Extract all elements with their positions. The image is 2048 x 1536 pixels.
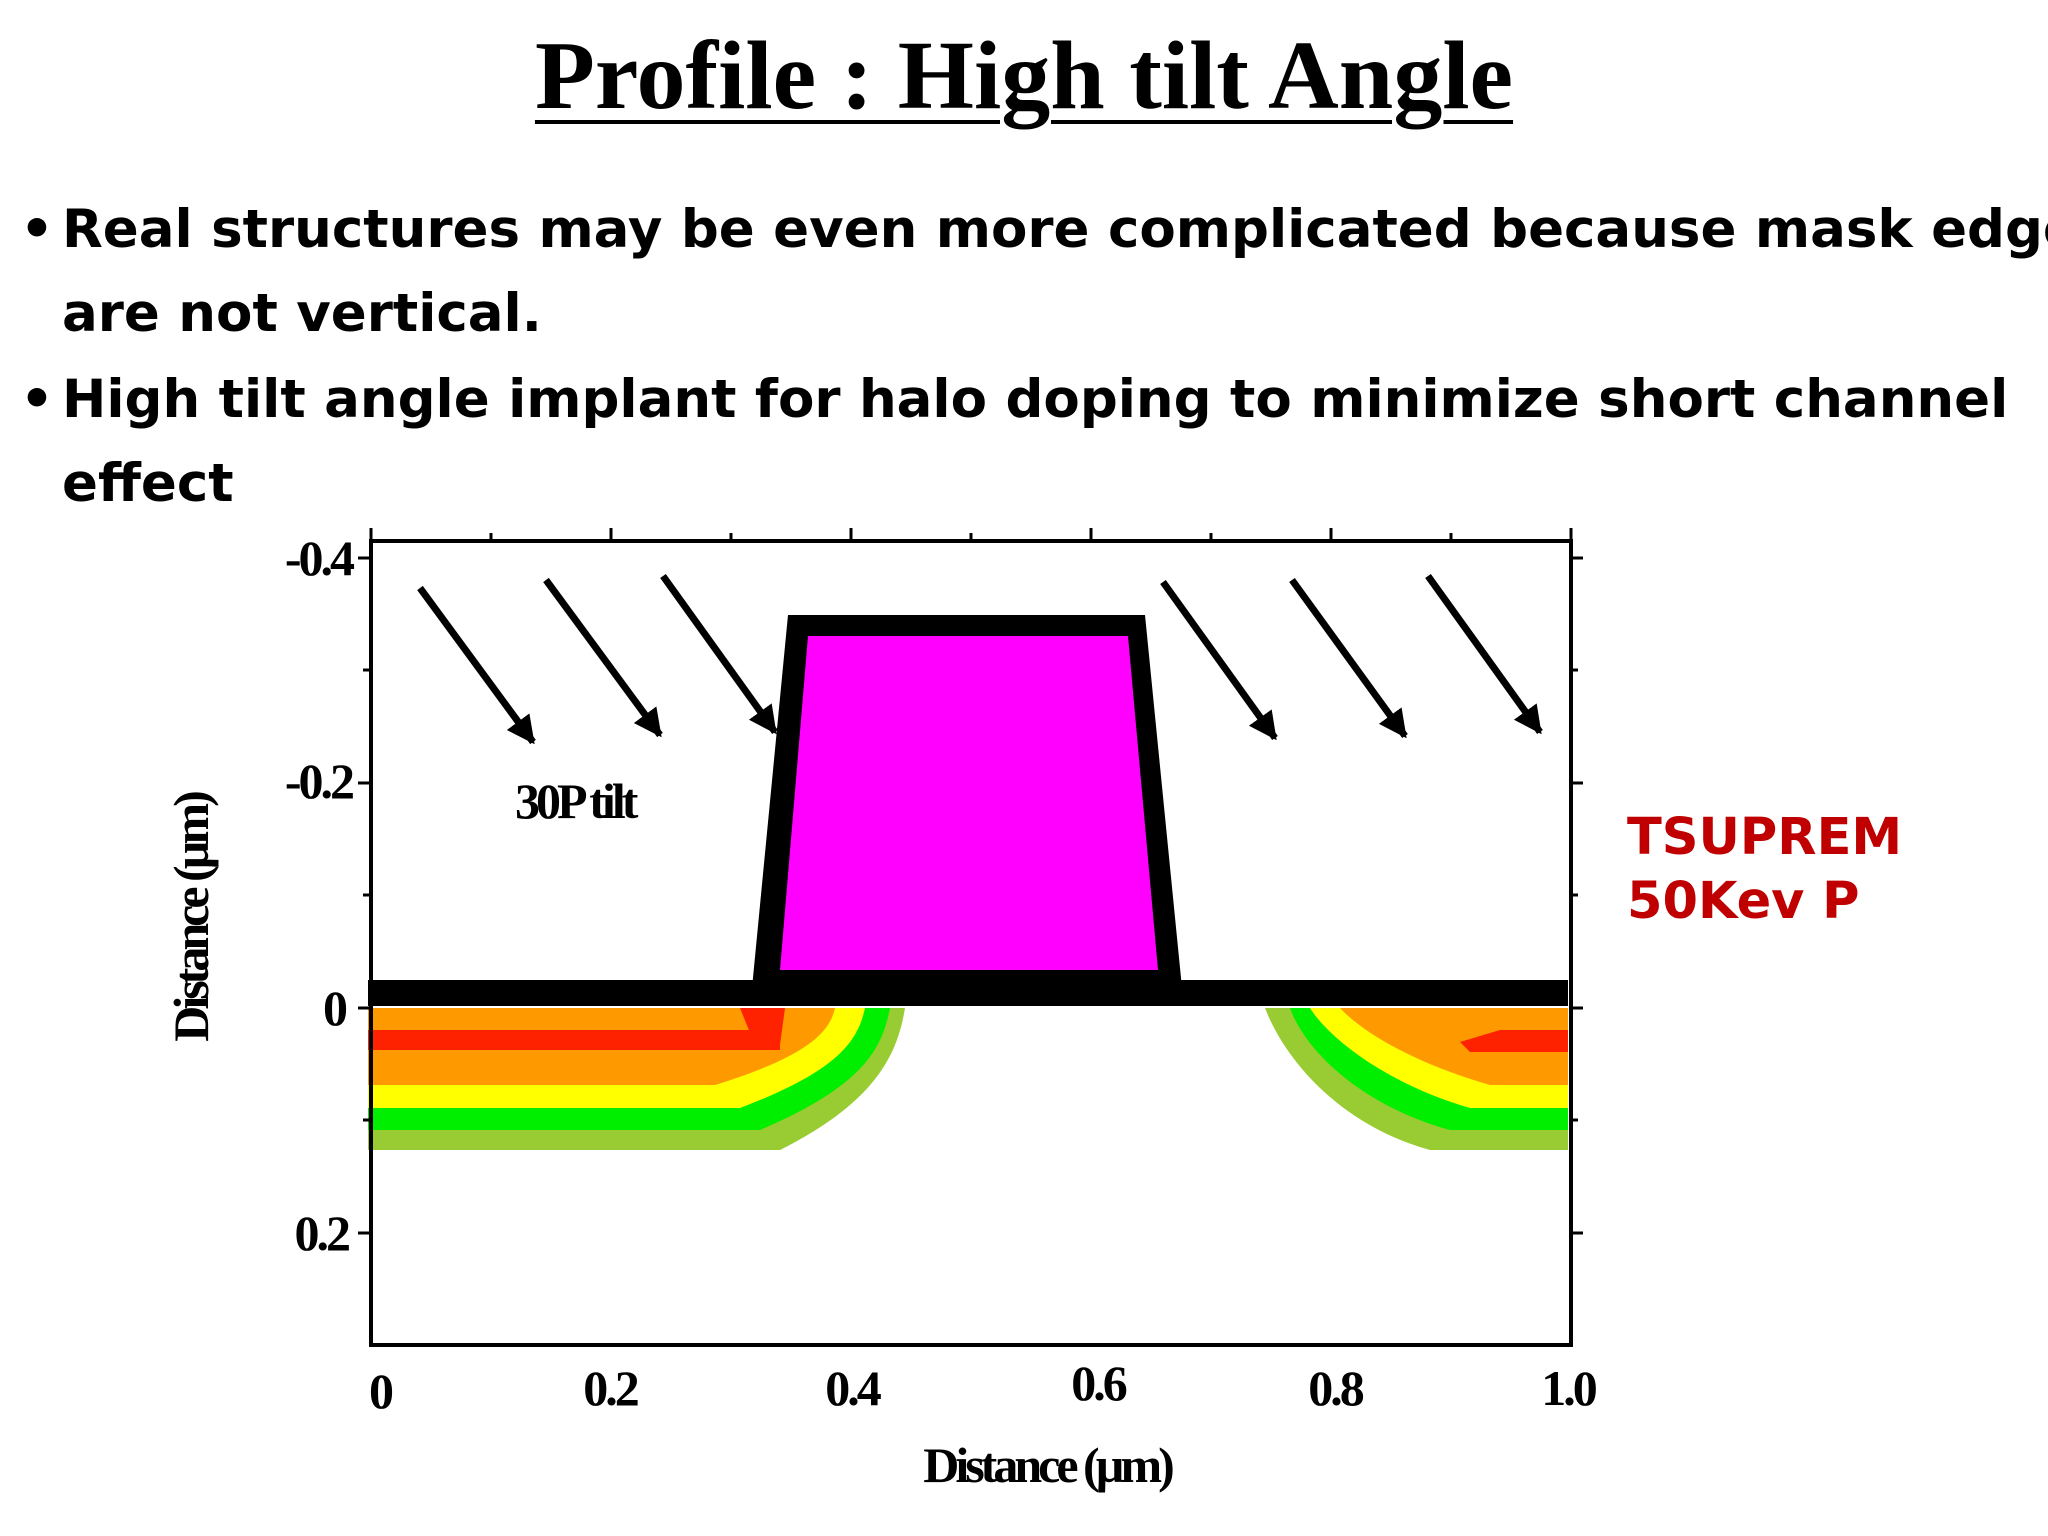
x-tick-label: 0.2 <box>583 1360 638 1416</box>
x-axis-label: Distance (µm) <box>923 1437 1173 1493</box>
right-doping-region <box>1265 1008 1568 1150</box>
bullet-1-line-2: are not vertical. <box>62 283 542 344</box>
y-axis-label: Distance (µm) <box>163 792 219 1042</box>
bullet-2-line-1: High tilt angle implant for halo doping … <box>62 369 2009 430</box>
tsuprem-label: TSUPREM <box>1627 808 1903 867</box>
x-tick-label: 0 <box>369 1363 393 1419</box>
bullet-2-dot: • <box>20 369 54 430</box>
implant-arrow <box>1425 573 1543 735</box>
y-tick-label: -0.4 <box>285 530 355 586</box>
y-tick-label: -0.2 <box>285 753 353 809</box>
implant-arrows <box>417 573 1543 745</box>
axis-ticks <box>358 528 1583 1235</box>
implant-arrow <box>543 577 663 738</box>
bullet-1-line-1: Real structures may be even more complic… <box>62 199 2048 260</box>
implant-arrow <box>1160 579 1278 741</box>
x-tick-label: 0.6 <box>1071 1355 1127 1411</box>
implant-arrow <box>1289 577 1408 739</box>
slide-title: Profile : High tilt Angle <box>534 22 1514 130</box>
implant-arrow <box>417 585 536 745</box>
energy-species-label: 50Kev P <box>1627 872 1860 931</box>
x-tick-label: 0.4 <box>825 1360 882 1416</box>
x-tick-label: 1.0 <box>1541 1360 1597 1416</box>
mask-gate <box>752 615 1182 988</box>
bullet-2-line-2: effect <box>62 453 234 514</box>
bullet-1-dot: • <box>20 199 54 260</box>
bullet-2: • High tilt angle implant for halo doping… <box>20 358 2008 526</box>
y-tick-label: 0 <box>323 980 347 1036</box>
y-tick-label: 0.2 <box>295 1205 350 1261</box>
tilt-annotation: 30P tilt <box>515 773 639 829</box>
implant-arrow <box>660 573 778 735</box>
bullet-1: • Real structures may be even more compli… <box>20 188 2048 356</box>
left-doping-region <box>368 1008 905 1150</box>
x-tick-label: 0.8 <box>1308 1360 1364 1416</box>
